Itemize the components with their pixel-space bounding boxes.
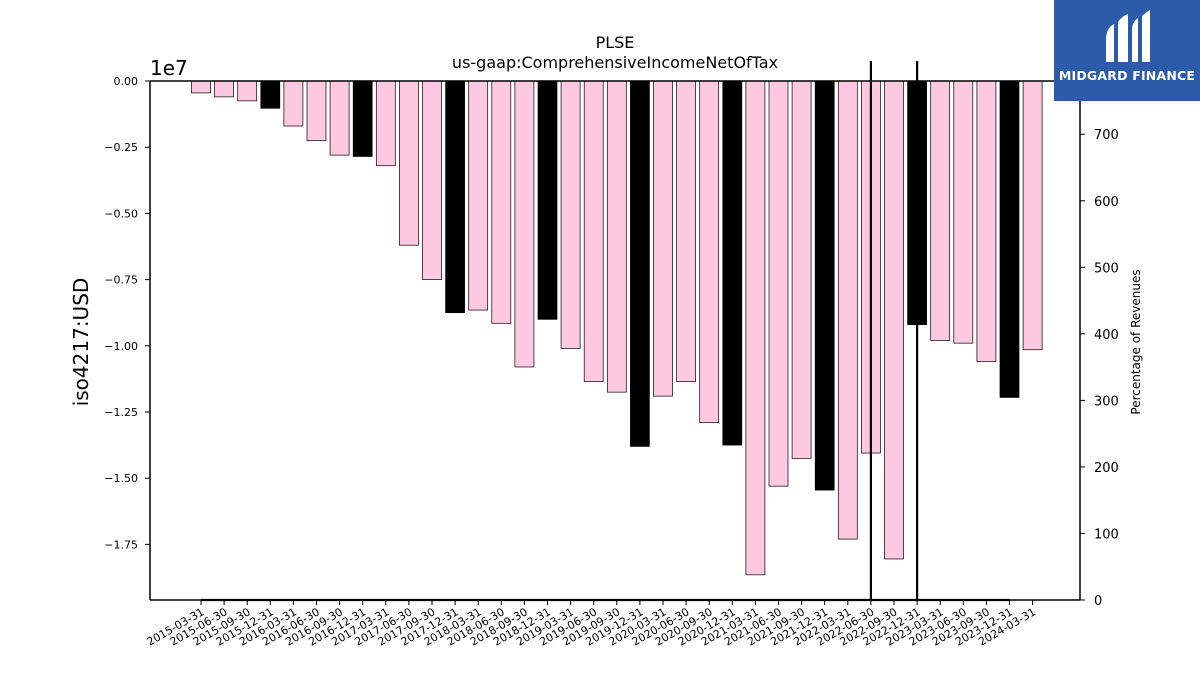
bar-2020-12-31 <box>722 80 743 446</box>
y2-axis-label: Percentage of Revenues <box>1129 269 1143 414</box>
bar-2024-03-31 <box>1022 80 1043 351</box>
y2-tick-label: 100 <box>1094 527 1119 542</box>
bar-2015-12-31 <box>260 80 281 109</box>
bar-2021-12-31 <box>814 80 835 491</box>
bar-2023-12-31 <box>999 80 1020 398</box>
y-tick-label: −1.25 <box>104 406 138 419</box>
bar-2020-06-30 <box>676 80 696 382</box>
bar-2023-09-30 <box>976 80 997 363</box>
bar-2016-03-31 <box>283 80 304 127</box>
y2-tick-label: 0 <box>1094 594 1102 609</box>
y2-tick-label: 600 <box>1094 195 1119 210</box>
brand-logo-icon <box>1106 10 1150 62</box>
bar-2022-09-30 <box>884 80 904 560</box>
y-tick-label: 0.00 <box>114 75 139 88</box>
bar-2017-09-30 <box>422 80 442 280</box>
y-ticks-group: 0.00 −0.25 −0.50 −0.75 −1.00 −1.25 −1.50 −1.75 <box>104 75 150 551</box>
bar-2021-06-30 <box>768 80 789 487</box>
bar-2020-03-31 <box>653 80 673 397</box>
y-axis-label: iso4217:USD <box>69 278 93 407</box>
y-tick-label: −0.50 <box>104 207 138 220</box>
y2-tick-label: 400 <box>1094 328 1119 343</box>
bar-2022-03-31 <box>837 80 858 540</box>
bar-2019-12-31 <box>630 80 650 447</box>
bar-2016-12-31 <box>352 80 373 157</box>
brand-logo-text: MIDGARD FINANCE <box>1058 68 1196 83</box>
y-tick-label: −1.75 <box>104 538 138 551</box>
y-tick-label: −1.00 <box>104 340 138 353</box>
chart-subtitle: us-gaap:ComprehensiveIncomeNetOfTax <box>452 53 778 72</box>
y2-tick-label: 300 <box>1094 394 1119 409</box>
y2-tick-label: 500 <box>1094 261 1119 276</box>
bar-2023-03-31 <box>930 80 951 341</box>
chart-title: PLSE <box>596 33 635 52</box>
bar-2019-09-30 <box>606 80 627 393</box>
y-tick-label: −1.50 <box>104 472 138 485</box>
y-tick-label: −0.25 <box>104 141 138 154</box>
y2-tick-label: 200 <box>1094 461 1119 476</box>
bar-2023-06-30 <box>953 80 974 344</box>
axes-group <box>149 80 1081 601</box>
bar-2018-12-31 <box>537 80 558 320</box>
bar-2015-06-30 <box>214 80 234 98</box>
bar-2019-03-31 <box>560 80 581 349</box>
bar-2021-09-30 <box>791 80 812 459</box>
bar-2015-09-30 <box>237 80 258 102</box>
bar-2017-06-30 <box>399 80 419 246</box>
bar-2017-12-31 <box>445 80 465 314</box>
bar-2020-09-30 <box>699 80 720 423</box>
x-ticks-group: 2015-03-312015-06-302015-09-302015-12-31… <box>145 600 1038 649</box>
bar-2016-06-30 <box>306 80 327 141</box>
bar-2019-06-30 <box>583 80 604 382</box>
bar-2015-03-31 <box>191 80 211 94</box>
y2-tick-label: 700 <box>1094 128 1119 143</box>
bar-2018-06-30 <box>491 80 512 324</box>
bar-2017-03-31 <box>375 80 396 167</box>
bar-2018-03-31 <box>468 80 489 311</box>
y2-ticks-group: 0 100 200 300 400 500 600 700 <box>1080 128 1119 609</box>
brand-logo: MIDGARD FINANCE <box>1054 0 1200 101</box>
bar-2016-09-30 <box>329 80 350 156</box>
y-offset-label: 1e7 <box>150 56 188 80</box>
y-tick-label: −0.75 <box>104 274 138 287</box>
bars-group <box>191 80 1043 576</box>
bar-2021-03-31 <box>745 80 766 576</box>
bar-2018-09-30 <box>514 80 535 368</box>
